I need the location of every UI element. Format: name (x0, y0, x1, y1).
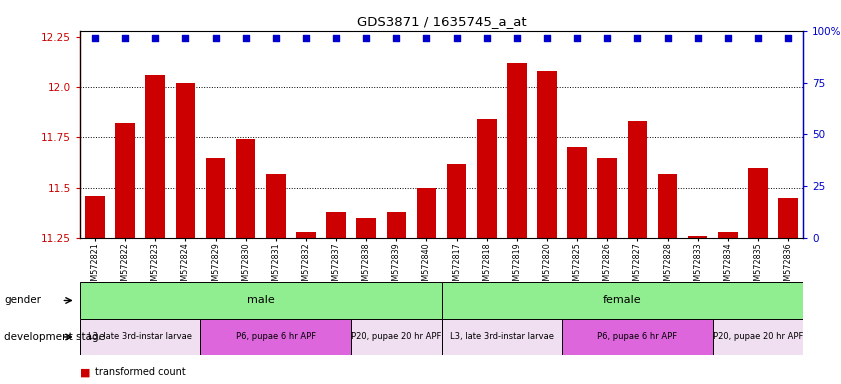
Point (88, 35, 102, 41)
Bar (200, 319, 351, 355)
Point (540, 35, 553, 41)
Text: P6, pupae 6 hr APF: P6, pupae 6 hr APF (235, 333, 316, 341)
Bar (296, 232, 315, 238)
Bar (442, 282, 803, 319)
Bar (568, 147, 587, 238)
Bar (748, 168, 768, 238)
Text: gender: gender (4, 295, 41, 306)
Bar (597, 157, 617, 238)
Point (239, 35, 252, 41)
Text: male: male (247, 295, 274, 306)
Point (209, 35, 222, 41)
Text: P20, pupae 20 hr APF: P20, pupae 20 hr APF (713, 333, 803, 341)
Bar (627, 121, 648, 238)
Point (299, 35, 313, 41)
Bar (537, 71, 557, 238)
Point (781, 35, 795, 41)
Text: ■: ■ (80, 367, 90, 377)
Bar (712, 319, 803, 355)
Bar (507, 63, 526, 238)
Bar (658, 174, 677, 238)
Point (691, 35, 705, 41)
Point (119, 35, 132, 41)
Point (359, 35, 373, 41)
Point (661, 35, 674, 41)
Text: transformed count: transformed count (95, 367, 186, 377)
Title: GDS3871 / 1635745_a_at: GDS3871 / 1635745_a_at (357, 15, 526, 28)
Text: female: female (603, 295, 642, 306)
Point (751, 35, 764, 41)
Text: P20, pupae 20 hr APF: P20, pupae 20 hr APF (352, 333, 442, 341)
Text: development stage: development stage (4, 332, 105, 342)
Point (721, 35, 734, 41)
Bar (80, 282, 442, 319)
Bar (115, 123, 135, 238)
Point (480, 35, 494, 41)
Point (631, 35, 644, 41)
Text: L3, late 3rd-instar larvae: L3, late 3rd-instar larvae (88, 333, 192, 341)
Bar (442, 319, 562, 355)
Bar (357, 218, 376, 238)
Bar (562, 319, 712, 355)
Point (450, 35, 463, 41)
Bar (778, 198, 798, 238)
Point (149, 35, 162, 41)
Point (420, 35, 433, 41)
Point (570, 35, 584, 41)
Bar (326, 212, 346, 238)
Bar (447, 164, 467, 238)
Point (510, 35, 524, 41)
Bar (176, 83, 195, 238)
Bar (235, 139, 256, 238)
Bar (416, 188, 436, 238)
Bar (80, 319, 200, 355)
Point (178, 35, 192, 41)
Bar (145, 75, 165, 238)
Bar (266, 174, 286, 238)
Bar (387, 212, 406, 238)
Bar (718, 232, 738, 238)
Text: L3, late 3rd-instar larvae: L3, late 3rd-instar larvae (450, 333, 553, 341)
Bar (352, 319, 442, 355)
Bar (206, 157, 225, 238)
Bar (85, 196, 105, 238)
Point (330, 35, 343, 41)
Point (389, 35, 403, 41)
Text: P6, pupae 6 hr APF: P6, pupae 6 hr APF (597, 333, 678, 341)
Point (269, 35, 283, 41)
Bar (477, 119, 496, 238)
Bar (688, 236, 707, 238)
Point (600, 35, 614, 41)
